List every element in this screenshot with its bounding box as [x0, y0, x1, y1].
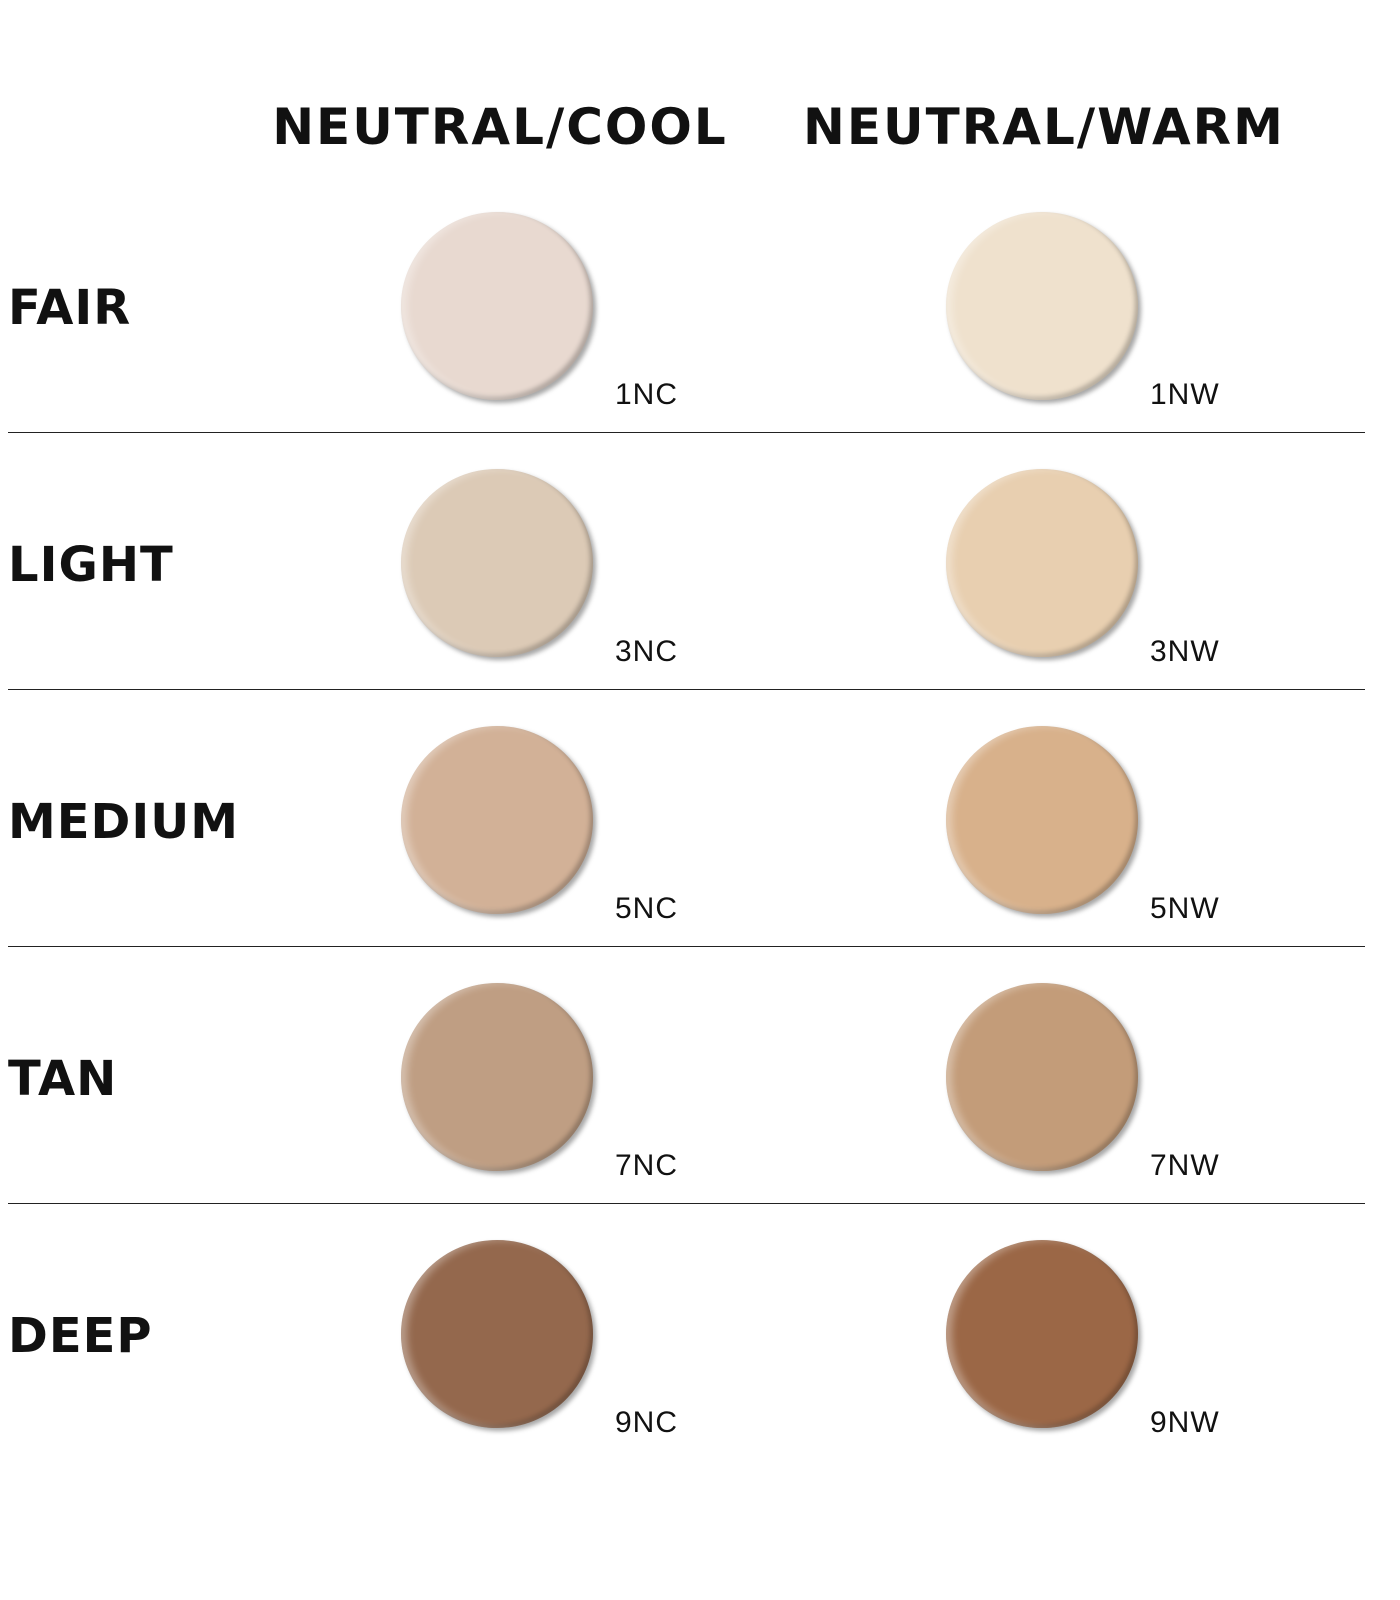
row-label: TAN: [8, 1051, 118, 1107]
shade-swatch: [946, 1240, 1138, 1428]
shade-row-deep: DEEP 9NC 9NW: [0, 1204, 1400, 1461]
shade-code: 7NW: [1150, 1149, 1220, 1182]
shade-code: 5NW: [1150, 892, 1220, 925]
row-label: FAIR: [8, 280, 132, 336]
shade-swatch: [401, 212, 593, 400]
shade-code: 3NC: [615, 635, 679, 668]
shade-swatch: [401, 469, 593, 657]
row-label: DEEP: [8, 1308, 153, 1364]
shade-row-medium: MEDIUM 5NC 5NW: [0, 690, 1400, 947]
shade-swatch: [946, 983, 1138, 1171]
shade-code: 1NC: [615, 378, 679, 411]
shade-code: 9NC: [615, 1406, 679, 1439]
shade-swatch: [401, 1240, 593, 1428]
shade-code: 7NC: [615, 1149, 679, 1182]
shade-code: 5NC: [615, 892, 679, 925]
shade-code: 3NW: [1150, 635, 1220, 668]
row-label: MEDIUM: [8, 794, 239, 850]
column-header-neutral-cool: NEUTRAL/COOL: [272, 98, 728, 156]
column-header-neutral-warm: NEUTRAL/WARM: [803, 98, 1285, 156]
shade-swatch: [946, 469, 1138, 657]
shade-row-fair: FAIR 1NC 1NW: [0, 176, 1400, 433]
row-label: LIGHT: [8, 537, 174, 593]
row-divider: [8, 689, 1365, 690]
shade-row-tan: TAN 7NC 7NW: [0, 947, 1400, 1204]
shade-row-light: LIGHT 3NC 3NW: [0, 433, 1400, 690]
shade-swatch: [401, 983, 593, 1171]
row-divider: [8, 432, 1365, 433]
shade-swatch: [401, 726, 593, 914]
row-divider: [8, 946, 1365, 947]
row-divider: [8, 1203, 1365, 1204]
shade-swatch: [946, 726, 1138, 914]
shade-swatch: [946, 212, 1138, 400]
shade-code: 1NW: [1150, 378, 1220, 411]
shade-code: 9NW: [1150, 1406, 1220, 1439]
